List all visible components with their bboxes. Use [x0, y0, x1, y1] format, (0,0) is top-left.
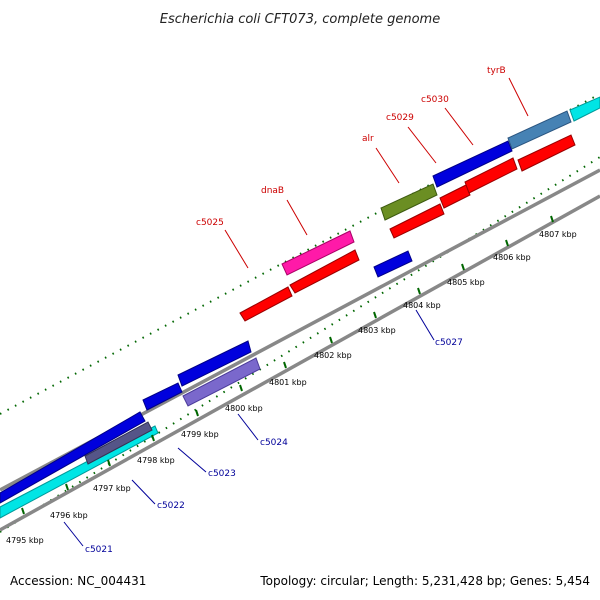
feature-red-2 [289, 249, 360, 294]
gene-label-dnaB: dnaB [261, 186, 284, 196]
map-title: Escherichia coli CFT073, complete genome [160, 12, 440, 27]
leader-c5029 [407, 126, 437, 164]
feature-c5023 [142, 382, 183, 411]
scale-tick-label: 4804 kbp [403, 301, 441, 310]
leader-c5023 [177, 447, 207, 473]
scale-tick [461, 263, 465, 271]
scale-tick [239, 384, 243, 392]
feature-tracks [0, 96, 600, 519]
gene-label-c5029: c5029 [386, 113, 414, 123]
scale-tick-label: 4805 kbp [447, 278, 485, 287]
scale-ticks: 4795 kbp 4796 kbp 4797 kbp 4798 kbp 4799 kbp… [6, 215, 577, 545]
gene-label-tyrB: tyrB [487, 66, 506, 76]
feature-c5022 [84, 421, 153, 465]
gene-label-c5027: c5027 [435, 338, 463, 348]
gene-label-c5023: c5023 [208, 469, 236, 479]
leader-alr [375, 147, 400, 184]
feature-c5025 [239, 286, 293, 322]
scale-tick [505, 239, 509, 247]
feature-c5030 [432, 140, 513, 188]
scale-tick [107, 459, 111, 467]
feature-blue-1 [0, 411, 146, 504]
feature-c5027 [373, 250, 413, 278]
feature-blue-2 [177, 340, 252, 387]
feature-red-3 [389, 203, 445, 239]
feature-red-5 [464, 157, 518, 194]
topology-text: Topology: circular; Length: 5,231,428 bp… [259, 574, 590, 588]
scale-tick [151, 434, 155, 442]
backbone-inner [0, 194, 600, 532]
leader-tyrB [508, 77, 529, 117]
scale-tick-label: 4801 kbp [269, 378, 307, 387]
feature-red-6 [517, 134, 576, 172]
gene-label-c5021: c5021 [85, 545, 113, 555]
scale-tick [21, 507, 25, 515]
scale-tick-label: 4807 kbp [539, 230, 577, 239]
leader-c5022 [131, 479, 156, 505]
scale-tick [550, 215, 554, 223]
leader-lines [63, 77, 529, 547]
gene-label-c5022: c5022 [157, 501, 185, 511]
outer-dotted-ring [0, 93, 600, 415]
scale-tick-label: 4800 kbp [225, 404, 263, 413]
scale-tick [65, 483, 69, 491]
scale-tick-label: 4802 kbp [314, 351, 352, 360]
leader-c5024 [237, 413, 259, 441]
scale-tick [283, 361, 287, 369]
scale-tick-label: 4799 kbp [181, 430, 219, 439]
feature-c5024 [182, 357, 261, 407]
scale-tick-label: 4795 kbp [6, 536, 44, 545]
leader-c5021 [63, 521, 84, 547]
gene-labels-bottom: c5021 c5022 c5023 c5024 c5027 [85, 338, 463, 555]
feature-red-4 [439, 184, 471, 209]
tick-dots-outer [0, 93, 600, 415]
gene-label-c5030: c5030 [421, 95, 449, 105]
leader-c5027 [415, 309, 435, 341]
gene-label-alr: alr [362, 134, 374, 144]
gene-labels-top: c5025 dnaB alr c5029 c5030 tyrB [196, 66, 506, 228]
feature-cyan-top [569, 96, 600, 122]
scale-tick-label: 4797 kbp [93, 484, 131, 493]
accession-text: Accession: NC_004431 [10, 574, 146, 588]
scale-tick-label: 4798 kbp [137, 456, 175, 465]
scale-tick-label: 4803 kbp [358, 326, 396, 335]
scale-tick [195, 409, 199, 417]
leader-c5025 [224, 229, 249, 269]
scale-tick-label: 4796 kbp [50, 511, 88, 520]
gene-label-c5025: c5025 [196, 218, 224, 228]
scale-tick [417, 287, 421, 295]
gene-label-c5024: c5024 [260, 438, 288, 448]
tick-dots-inner [0, 156, 600, 533]
leader-c5030 [444, 107, 474, 146]
feature-tyrB [507, 110, 572, 150]
scale-tick [373, 311, 377, 319]
feature-alr [380, 183, 438, 221]
leader-dnaB [286, 199, 308, 236]
inner-dotted-ring [0, 156, 600, 533]
scale-tick [329, 336, 333, 344]
feature-dnaB [281, 230, 355, 276]
scale-tick-label: 4806 kbp [493, 253, 531, 262]
